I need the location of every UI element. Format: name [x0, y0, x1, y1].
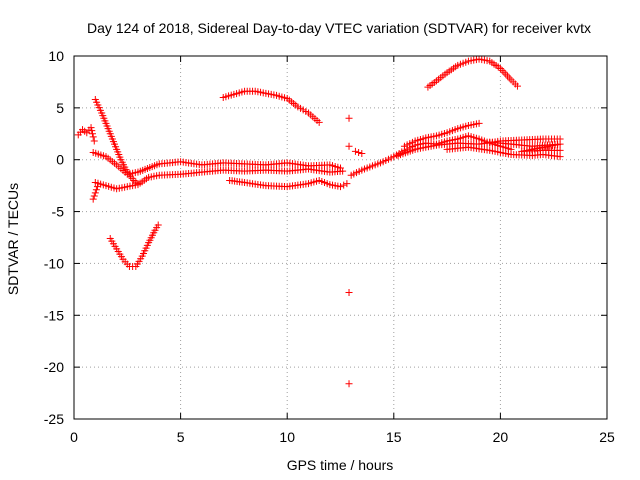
data-point	[337, 183, 344, 191]
data-point	[90, 192, 98, 200]
chart-title: Day 124 of 2018, Sidereal Day-to-day VTE…	[87, 20, 591, 36]
data-marks	[74, 55, 564, 388]
data-point	[345, 380, 353, 388]
series-isolated-points	[345, 114, 353, 388]
x-tick-label: 10	[279, 429, 295, 445]
data-point	[339, 167, 347, 175]
data-point	[87, 124, 95, 132]
y-tick-label: -25	[44, 411, 64, 427]
series-arc-main-band-lower	[91, 165, 347, 193]
x-tick-label: 0	[70, 429, 78, 445]
y-tick-label: -10	[44, 255, 64, 271]
data-point	[88, 127, 96, 135]
data-point	[358, 149, 366, 157]
data-point	[343, 180, 351, 188]
x-tick-label: 20	[493, 429, 509, 445]
plot-frame	[73, 55, 608, 420]
y-tick-label: -20	[44, 359, 64, 375]
data-point	[92, 186, 100, 194]
y-tick-label: -5	[52, 204, 65, 220]
series-arc-main-band	[89, 148, 344, 178]
data-point	[475, 119, 483, 127]
data-point	[154, 221, 162, 229]
series-arc-upper-right	[400, 119, 483, 150]
data-point	[345, 114, 353, 122]
series-arc-lower-band	[226, 176, 351, 191]
data-point	[91, 189, 99, 197]
data-point	[93, 183, 101, 191]
y-axis-label: SDTVAR / TECUs	[5, 183, 21, 295]
data-point	[89, 133, 97, 141]
data-point	[315, 118, 323, 126]
grid	[74, 56, 607, 419]
series-arc-top-right	[424, 55, 521, 91]
y-tick-label: 10	[48, 48, 64, 64]
data-point	[340, 181, 348, 189]
series-arc-short-low	[89, 183, 101, 203]
series-arc-v-shape	[106, 221, 162, 271]
y-tick-label: -15	[44, 307, 64, 323]
y-tick-label: 0	[56, 152, 64, 168]
data-point	[345, 142, 353, 150]
data-point	[355, 148, 363, 156]
data-point	[556, 146, 564, 154]
x-tick-label: 15	[386, 429, 402, 445]
x-tick-label: 25	[599, 429, 615, 445]
series-arc-right-tail	[486, 138, 564, 155]
data-point	[556, 153, 564, 161]
series-arc-upper-mid	[219, 87, 323, 126]
y-tick-label: 5	[56, 100, 64, 116]
series-arc-small-cluster	[351, 147, 366, 157]
series-arc-early-cluster	[74, 124, 98, 145]
data-point	[90, 137, 98, 145]
x-axis-label: GPS time / hours	[287, 457, 394, 473]
axis-ticks: 0 5 10 15 20 25 -25 -20 -15 -10 -5 0 5 10	[44, 48, 615, 445]
data-point	[89, 195, 97, 203]
data-point	[345, 288, 353, 296]
data-point	[513, 82, 521, 90]
data-point	[88, 130, 96, 138]
x-tick-label: 5	[177, 429, 185, 445]
data-point	[351, 147, 359, 155]
